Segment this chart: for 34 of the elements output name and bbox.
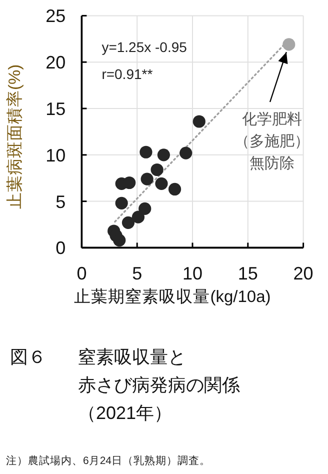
y-tick-label: 15 <box>46 99 66 119</box>
point <box>113 234 126 247</box>
point <box>150 163 164 176</box>
y-tick-label: 20 <box>46 52 66 73</box>
text: （2021年） <box>78 403 172 423</box>
x-tick-label: 0 <box>76 264 87 284</box>
chart-title: 図６ 窒素吸収量と赤さび病発病の関係 <box>10 347 240 395</box>
point <box>192 115 206 128</box>
point <box>155 177 168 190</box>
annotation: y=1.25x -0.95 <box>102 39 188 55</box>
annotation: r=0.91** <box>102 66 154 82</box>
y-tick-label: 25 <box>46 6 66 26</box>
annotation: 化学肥料（多施肥）無防除 <box>234 111 310 172</box>
point <box>115 196 128 210</box>
text: 注）農試場内、6月24日（乳熟期）調査。 <box>6 454 211 467</box>
point <box>168 182 182 196</box>
y-axis-title: 止葉病斑面積率(%) <box>5 64 24 210</box>
y-tick-label: 0 <box>56 238 66 258</box>
point <box>157 148 170 162</box>
y-tick-label: 10 <box>46 145 66 166</box>
x-tick-label: 5 <box>132 264 142 284</box>
x-tick-label: 15 <box>238 264 258 284</box>
y-tick-label: 5 <box>56 192 66 212</box>
point <box>282 38 296 51</box>
point <box>123 176 136 190</box>
x-tick-label: 20 <box>293 264 314 284</box>
point <box>180 146 192 160</box>
point <box>140 172 154 186</box>
point <box>140 146 152 158</box>
x-tick-label: 10 <box>182 264 203 284</box>
point <box>122 216 135 229</box>
x-axis-title: 止葉期窒素吸収量(kg/10a) <box>74 287 271 306</box>
point <box>132 210 145 224</box>
point <box>138 202 152 216</box>
